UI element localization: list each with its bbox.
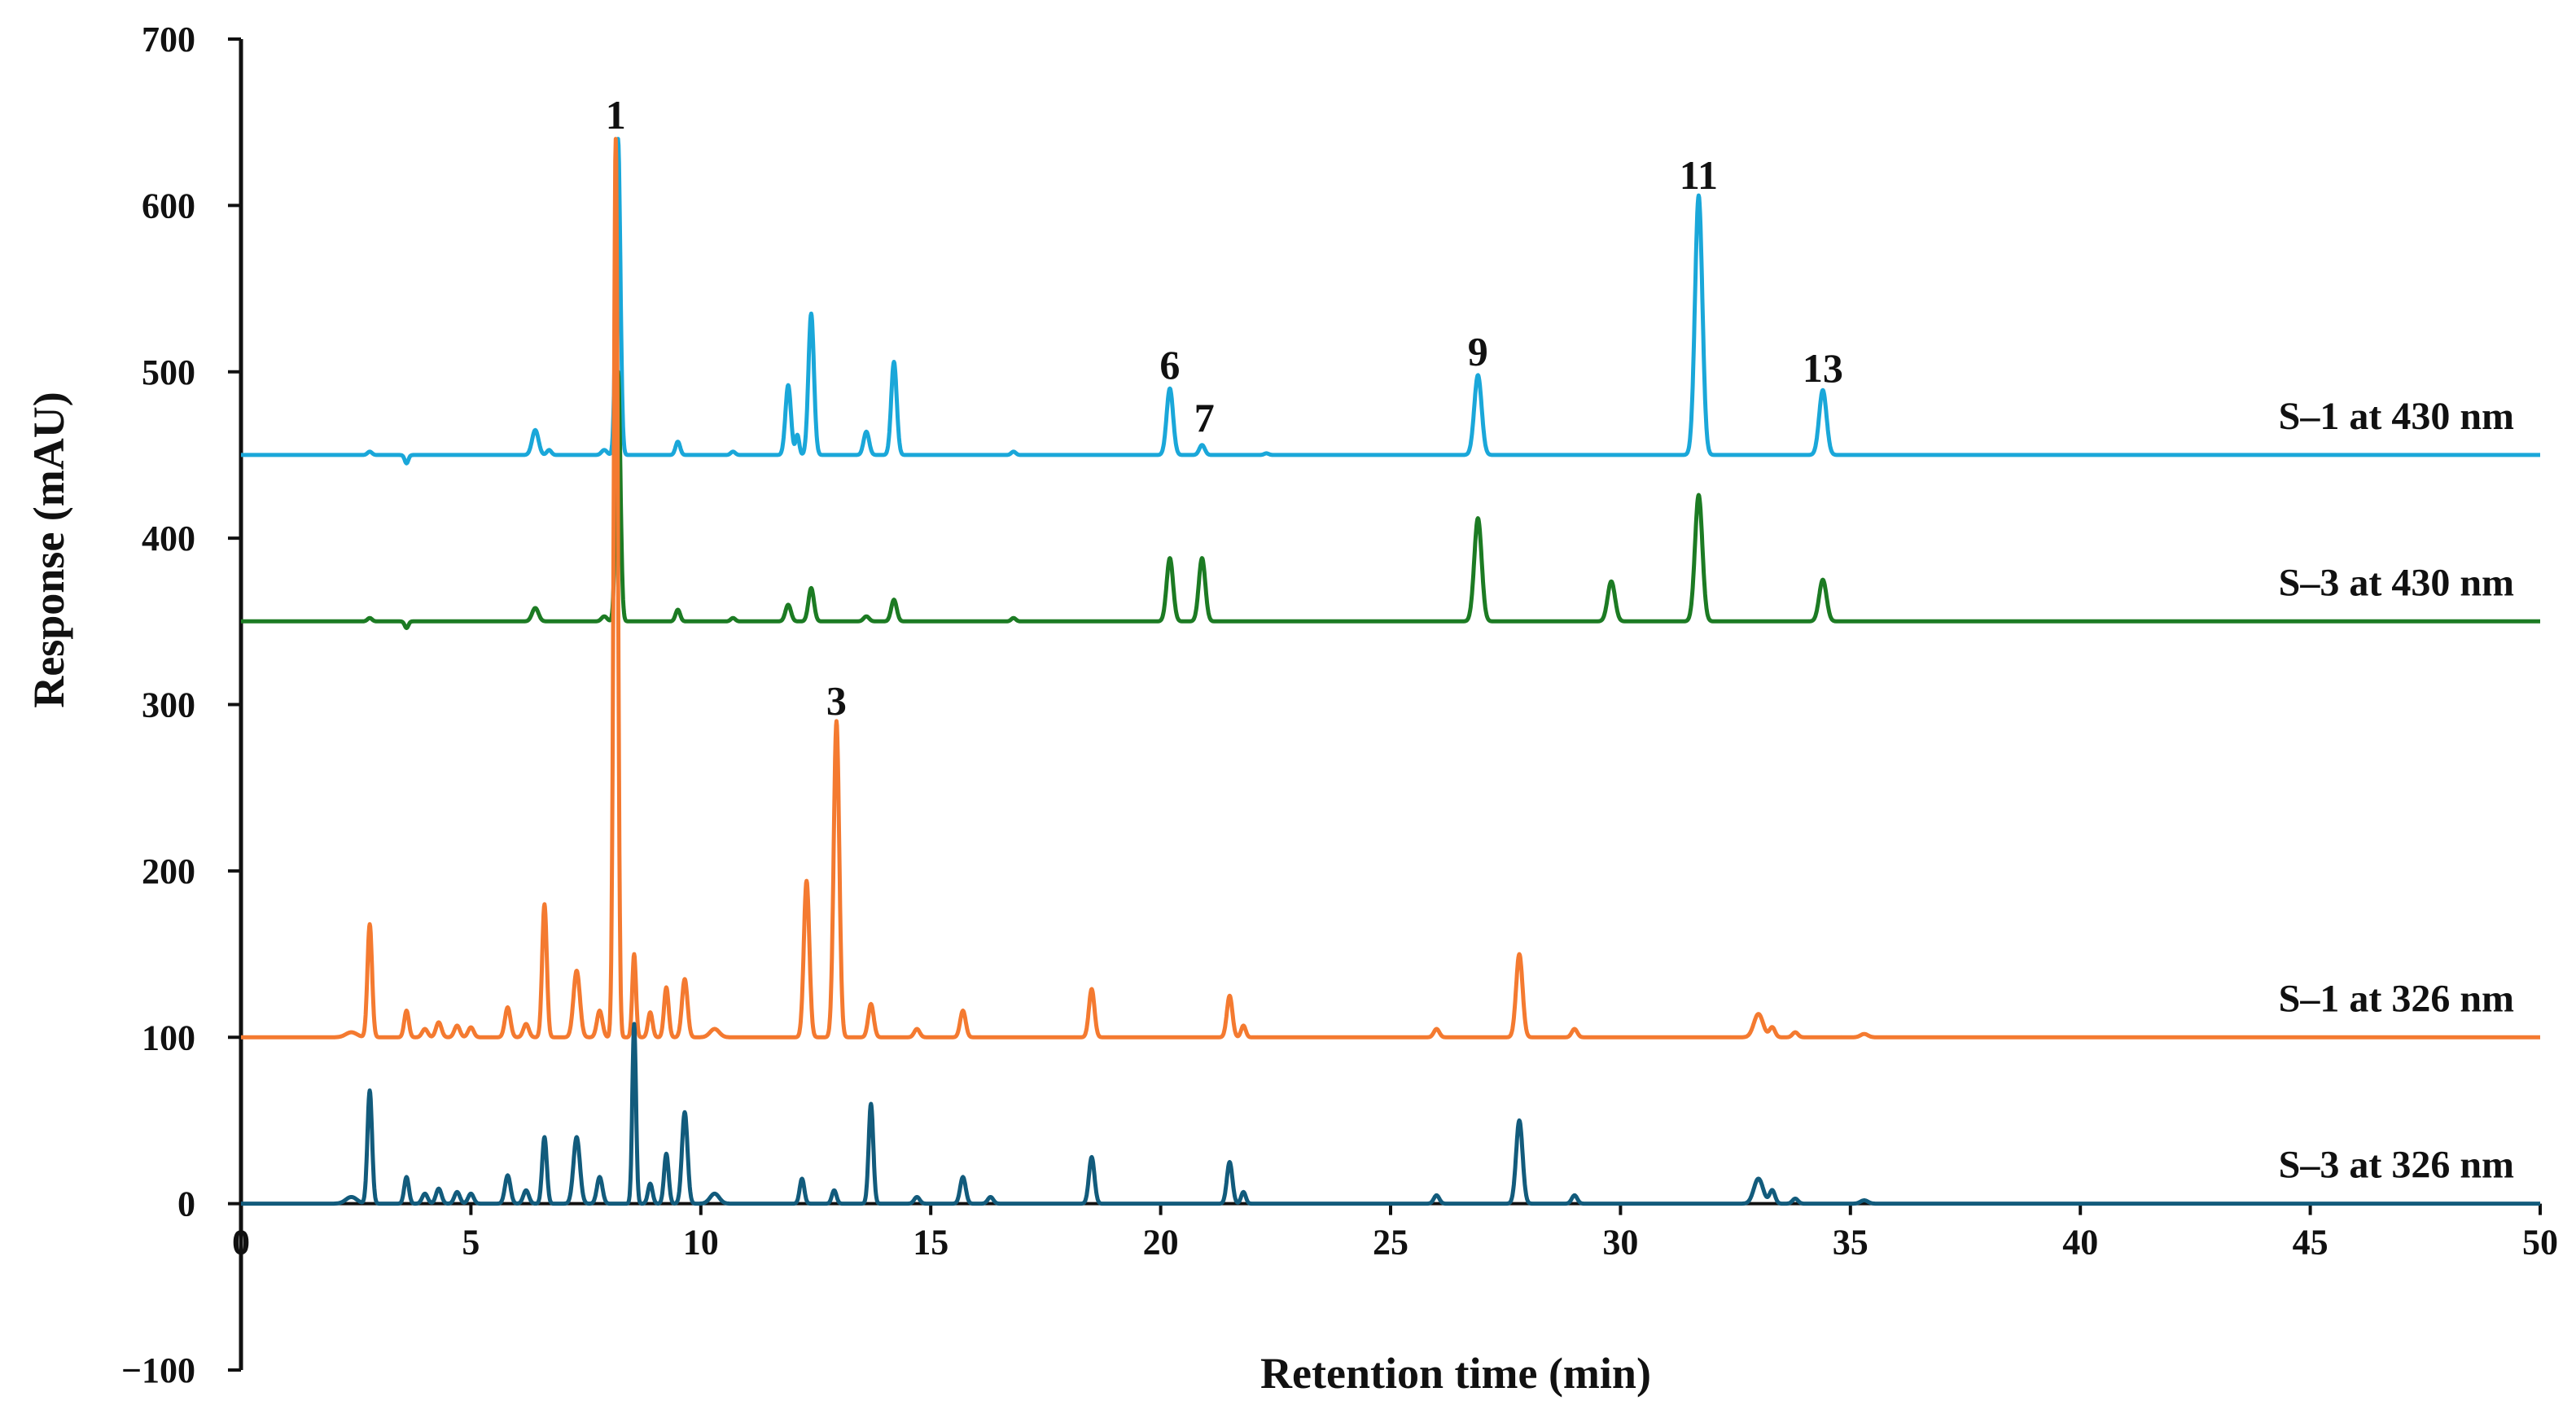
y-axis-title: Response (mAU) (24, 392, 73, 707)
x-tick-label: 10 (683, 1223, 719, 1263)
x-tick-label: 25 (1373, 1223, 1408, 1263)
series-line (239, 370, 2542, 630)
y-tick-label: 100 (142, 1018, 195, 1057)
y-tick-label: 500 (142, 352, 195, 392)
peak-label: 9 (1468, 328, 1488, 374)
series-labels: S–1 at 430 nm S–3 at 430 nm S–1 at 326 nm S… (2279, 395, 2514, 1187)
x-axis-title: Retention time (min) (1260, 1349, 1651, 1398)
peak-label: 6 (1159, 342, 1180, 387)
y-tick-label: 0 (177, 1184, 195, 1224)
peak-label: 13 (1803, 345, 1843, 391)
x-tick-label: 0 (232, 1223, 250, 1263)
peak-label: 1 (606, 92, 626, 138)
x-tick-label: 5 (462, 1223, 480, 1263)
series-label: S–1 at 430 nm (2279, 395, 2514, 438)
series-label: S–1 at 326 nm (2279, 977, 2514, 1020)
y-tick-label: −100 (121, 1350, 195, 1390)
x-tick-label: 20 (1143, 1223, 1179, 1263)
x-tick-label: 30 (1602, 1223, 1638, 1263)
peak-label: 3 (826, 678, 847, 724)
series-line (239, 1022, 2542, 1206)
y-tick-label: 400 (142, 519, 195, 558)
series-line (239, 137, 2542, 466)
x-tick-label: 45 (2293, 1223, 2328, 1263)
x-tick-label: 40 (2062, 1223, 2098, 1263)
peak-label: 11 (1680, 152, 1718, 198)
peak-label: 7 (1194, 395, 1215, 440)
y-tick-label: 600 (142, 186, 195, 225)
y-tick-label: 200 (142, 851, 195, 891)
y-tick-label: 700 (142, 20, 195, 59)
series-line (239, 137, 2542, 1040)
y-tick-label: 300 (142, 685, 195, 725)
series-label: S–3 at 430 nm (2279, 561, 2514, 604)
series-label: S–3 at 326 nm (2279, 1144, 2514, 1187)
x-tick-label: 15 (913, 1223, 948, 1263)
x-tick-label: 35 (1833, 1223, 1868, 1263)
x-tick-label: 50 (2522, 1223, 2558, 1263)
series-lines (239, 137, 2542, 1206)
